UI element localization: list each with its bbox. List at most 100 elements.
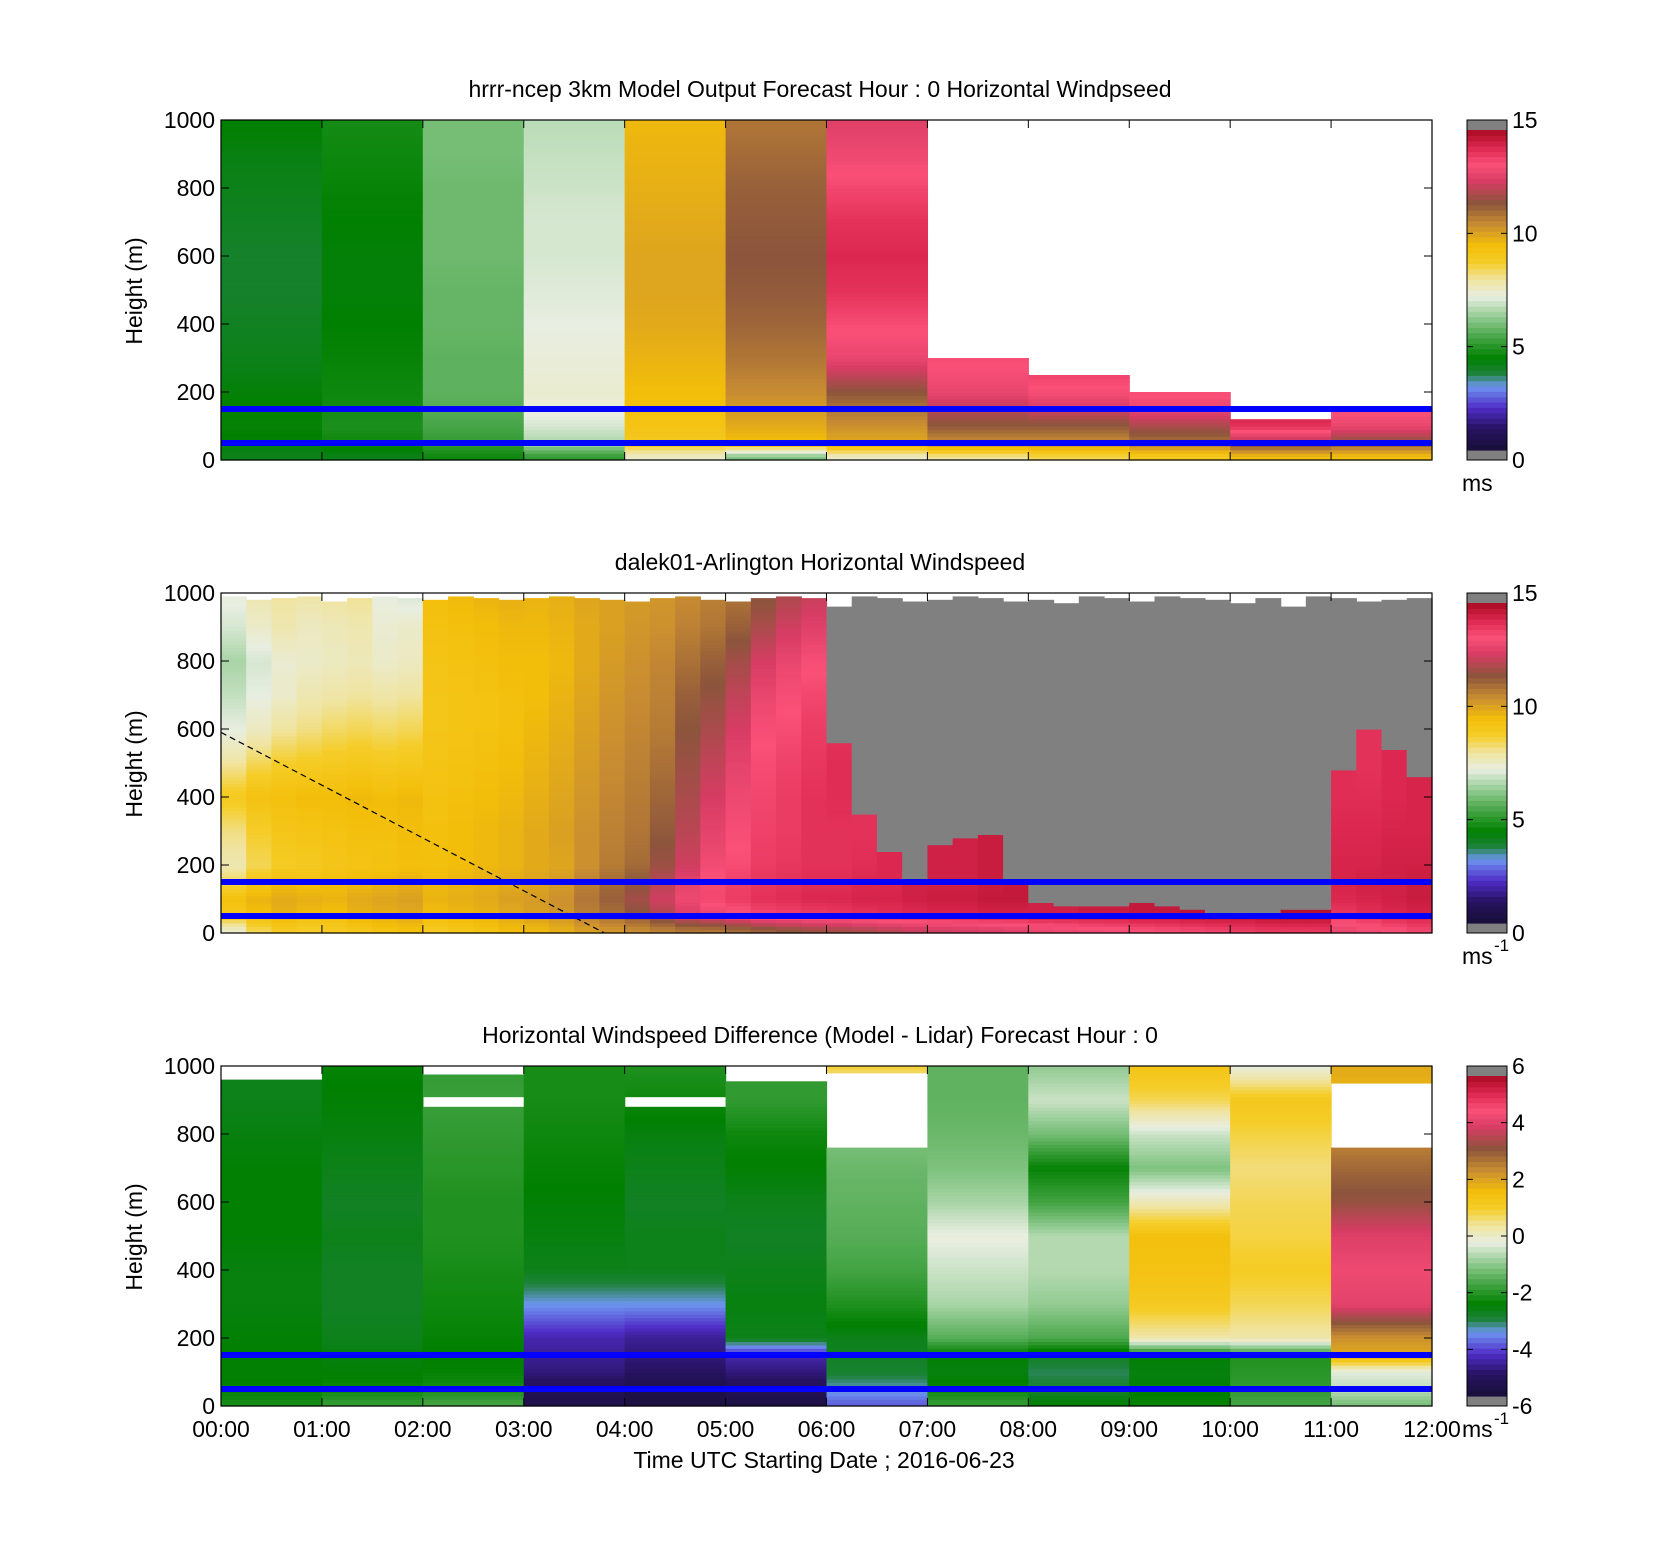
heatmap-cell (952, 810, 979, 815)
heatmap-cell (523, 388, 626, 393)
heatmap-cell (952, 613, 979, 618)
heatmap-cell (675, 759, 701, 764)
heatmap-cell (902, 902, 929, 907)
heatmap-cell (372, 732, 399, 737)
heatmap-cell (448, 620, 474, 625)
heatmap-cell (422, 797, 449, 801)
heatmap-cell (826, 279, 929, 284)
heatmap-cell (599, 871, 626, 876)
heatmap-cell (649, 902, 676, 907)
heatmap-cell (1331, 456, 1433, 461)
heatmap-cell (649, 854, 676, 859)
heatmap-cell (1129, 671, 1156, 676)
heatmap-cell (801, 620, 828, 625)
heatmap-cell (826, 705, 853, 710)
heatmap-cell (347, 797, 373, 801)
heatmap-cell (1028, 616, 1055, 621)
heatmap-cell (1028, 865, 1055, 869)
heatmap-cell (548, 657, 575, 662)
heatmap-cell (1204, 803, 1231, 808)
heatmap-cell (321, 188, 424, 192)
heatmap-cell (826, 415, 929, 420)
heatmap-cell (1078, 780, 1105, 784)
heatmap-cell (725, 160, 828, 165)
heatmap-cell (1129, 623, 1156, 628)
heatmap-cell (498, 858, 525, 863)
heatmap-cell (675, 899, 701, 903)
heatmap-cell (1053, 759, 1080, 764)
heatmap-cell (321, 313, 424, 318)
heatmap-cell (927, 630, 954, 635)
heatmap-cell (1129, 684, 1156, 689)
heatmap-cell (902, 793, 929, 798)
heatmap-cell (422, 919, 449, 924)
heatmap-cell (1129, 752, 1156, 757)
heatmap-cell (1003, 667, 1029, 672)
heatmap-cell (952, 797, 979, 801)
heatmap-cell (826, 885, 853, 890)
heatmap-cell (1179, 790, 1206, 795)
heatmap-cell (523, 885, 550, 890)
heatmap-cell (801, 756, 828, 761)
heatmap-cell (372, 654, 399, 659)
heatmap-cell (1028, 644, 1055, 648)
heatmap-cell (473, 780, 500, 784)
heatmap-cell (902, 834, 929, 839)
heatmap-cell (498, 722, 525, 727)
heatmap-cell (574, 841, 601, 846)
heatmap-cell (1104, 718, 1130, 723)
heatmap-cell (1003, 613, 1029, 618)
heatmap-cell (1230, 902, 1256, 907)
heatmap-cell (851, 654, 878, 659)
heatmap-cell (1179, 922, 1206, 927)
heatmap-cell (321, 392, 424, 396)
heatmap-cell (271, 929, 298, 934)
heatmap-cell (801, 865, 828, 869)
heatmap-cell (725, 266, 828, 271)
heatmap-cell (397, 688, 424, 693)
heatmap-cell (725, 453, 828, 458)
heatmap-cell (422, 800, 449, 805)
heatmap-cell (448, 824, 474, 829)
heatmap-cell (851, 909, 878, 914)
heatmap-cell (221, 732, 247, 737)
heatmap-cell (1003, 644, 1029, 648)
heatmap-cell (372, 892, 399, 897)
heatmap-cell (952, 729, 979, 733)
heatmap-cell (649, 654, 676, 659)
heatmap-cell (826, 385, 929, 390)
heatmap-cell (977, 922, 1004, 927)
heatmap-cell (523, 817, 550, 822)
heatmap-cell (1003, 922, 1029, 927)
heatmap-cell (271, 868, 298, 873)
heatmap-cell (1230, 426, 1332, 430)
heatmap-cell (977, 858, 1004, 863)
heatmap-cell (927, 368, 1029, 373)
heatmap-cell (548, 637, 575, 642)
heatmap-cell (649, 926, 676, 931)
heatmap-cell (271, 606, 298, 611)
heatmap-cell (977, 902, 1004, 907)
heatmap-cell (1003, 664, 1029, 669)
heatmap-cell (624, 398, 727, 403)
heatmap-cell (296, 725, 323, 730)
heatmap-cell (624, 354, 727, 359)
heatmap-cell (1154, 732, 1181, 737)
heatmap-cell (801, 926, 828, 931)
heatmap-cell (473, 712, 500, 716)
heatmap-cell (977, 735, 1004, 740)
heatmap-cell (372, 691, 399, 696)
heatmap-cell (473, 827, 500, 832)
heatmap-cell (902, 807, 929, 812)
heatmap-cell (498, 705, 525, 710)
heatmap-cell (649, 722, 676, 727)
heatmap-cell (221, 279, 323, 284)
heatmap-cell (599, 827, 626, 832)
heatmap-cell (977, 837, 1004, 842)
heatmap-cell (1230, 899, 1256, 903)
heatmap-cell (574, 715, 601, 720)
heatmap-cell (422, 171, 525, 175)
heatmap-cell (523, 181, 626, 186)
heatmap-cell (1179, 623, 1206, 628)
